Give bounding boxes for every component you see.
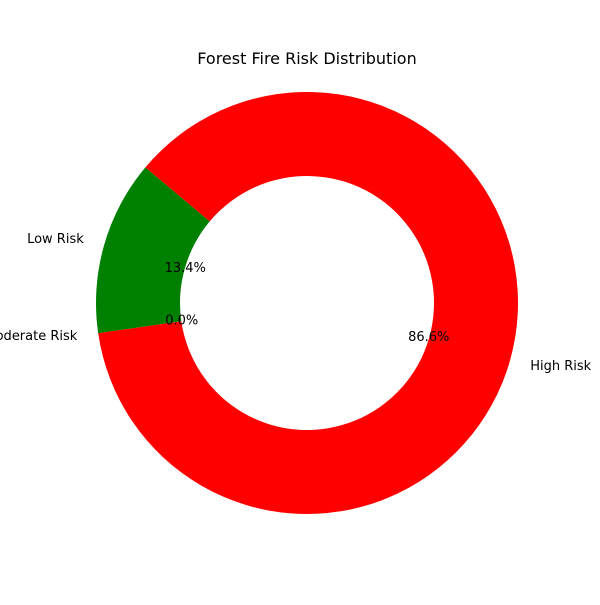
percent-label-low-risk: 13.4%: [165, 261, 206, 276]
percent-label-high-risk: 86.6%: [408, 330, 449, 345]
percent-label-moderate-risk: 0.0%: [165, 314, 198, 329]
chart-title: Forest Fire Risk Distribution: [197, 49, 416, 68]
labels-group: Low Risk 13.4% Moderate Risk 0.0% High Risk 8…: [0, 232, 592, 374]
slice-label-high-risk: High Risk: [530, 359, 591, 374]
slice-label-low-risk: Low Risk: [27, 232, 84, 247]
slice-low-risk: [96, 167, 210, 334]
slices-group: [96, 92, 518, 515]
slice-high-risk: [98, 92, 518, 515]
slice-label-moderate-risk: Moderate Risk: [0, 329, 78, 344]
